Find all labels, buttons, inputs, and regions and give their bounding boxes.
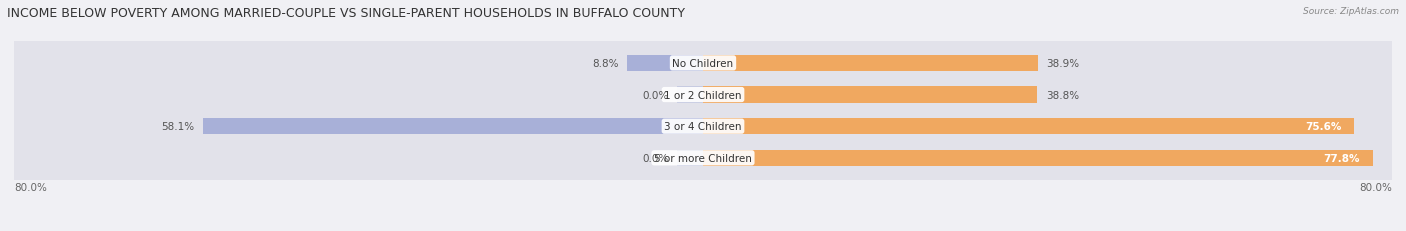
Text: 5 or more Children: 5 or more Children [654, 153, 752, 163]
Bar [703, 55, 1038, 72]
Bar [678, 150, 703, 166]
Text: 38.8%: 38.8% [1046, 90, 1078, 100]
Text: Source: ZipAtlas.com: Source: ZipAtlas.com [1303, 7, 1399, 16]
Text: 0.0%: 0.0% [643, 90, 669, 100]
Text: 1 or 2 Children: 1 or 2 Children [664, 90, 742, 100]
Bar [703, 87, 1038, 103]
FancyBboxPatch shape [14, 26, 1392, 101]
Text: 38.9%: 38.9% [1046, 59, 1080, 69]
Bar [678, 87, 703, 103]
Text: 77.8%: 77.8% [1323, 153, 1360, 163]
Bar [703, 150, 1374, 166]
FancyBboxPatch shape [14, 57, 1392, 133]
Text: 58.1%: 58.1% [160, 122, 194, 132]
Text: 8.8%: 8.8% [592, 59, 619, 69]
Bar [703, 119, 1354, 135]
Text: 0.0%: 0.0% [643, 153, 669, 163]
Bar [202, 119, 703, 135]
Text: No Children: No Children [672, 59, 734, 69]
Bar [627, 55, 703, 72]
Text: 3 or 4 Children: 3 or 4 Children [664, 122, 742, 132]
FancyBboxPatch shape [14, 120, 1392, 196]
FancyBboxPatch shape [14, 89, 1392, 164]
Text: 80.0%: 80.0% [14, 182, 46, 192]
Text: 75.6%: 75.6% [1305, 122, 1341, 132]
Text: 80.0%: 80.0% [1360, 182, 1392, 192]
Text: INCOME BELOW POVERTY AMONG MARRIED-COUPLE VS SINGLE-PARENT HOUSEHOLDS IN BUFFALO: INCOME BELOW POVERTY AMONG MARRIED-COUPL… [7, 7, 685, 20]
